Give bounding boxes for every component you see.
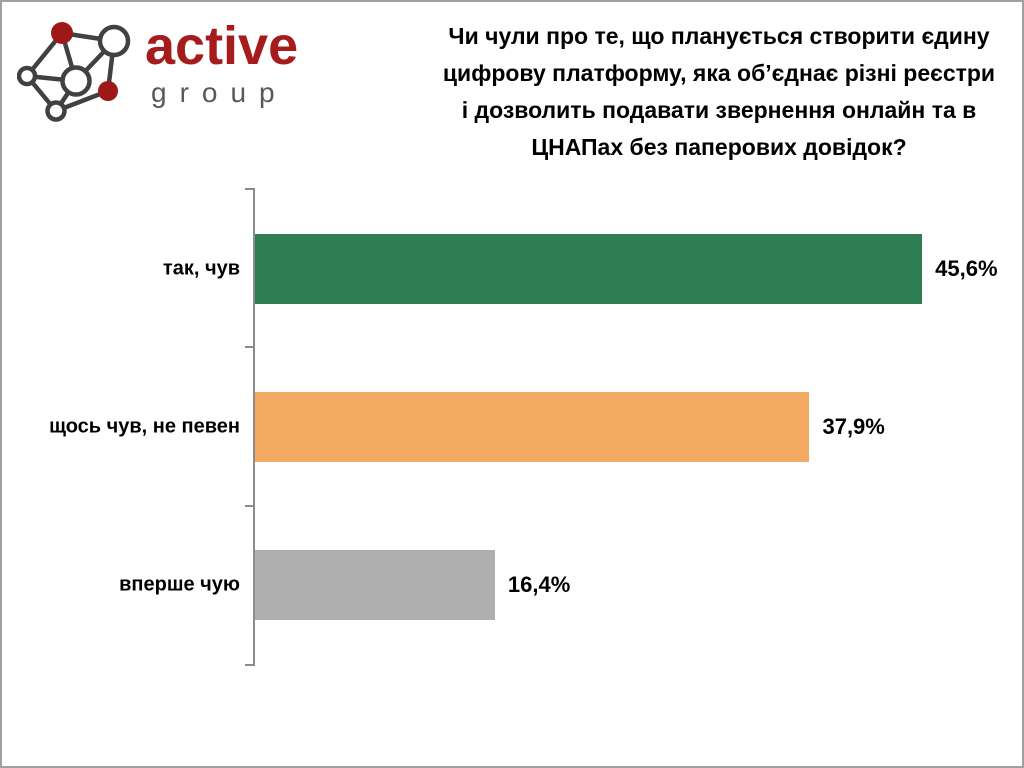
value-label: 16,4% — [507, 572, 571, 597]
chart-title-line-1: Чи чули про те, що планується створити є… — [448, 23, 990, 49]
chart-title-line-2: цифрову платформу, яка об’єднає різні ре… — [442, 60, 996, 86]
chart-title: Чи чули про те, що планується створити є… — [416, 18, 1022, 166]
bar-vpershe-chuiu — [255, 550, 495, 620]
value-label: 45,6% — [935, 256, 998, 281]
logo-wordmark: active group — [145, 18, 325, 108]
axis-tick — [245, 346, 254, 348]
bar-row-shchos-chuv: щось чув, не певен 37,9% — [2, 392, 1022, 462]
category-label: щось чув, не певен — [49, 415, 240, 438]
axis-tick — [245, 664, 254, 666]
bar-row-tak-chuv: так, чув 45,6% — [2, 234, 1022, 304]
logo-sub-text: group — [151, 77, 288, 108]
logo-brand-text: active — [145, 16, 299, 76]
axis-tick — [245, 505, 254, 507]
axis-tick — [245, 188, 254, 190]
y-axis-line — [253, 188, 255, 666]
category-label: так, чув — [162, 257, 240, 280]
chart-title-line-4: ЦНАПах без паперових довідок? — [531, 134, 907, 160]
bar-tak-chuv — [255, 234, 923, 304]
active-group-logo: active group — [15, 10, 335, 135]
category-label: вперше чую — [119, 573, 240, 596]
value-label: 37,9% — [822, 414, 885, 439]
bar-row-vpershe-chuiu: вперше чую 16,4% — [2, 550, 1022, 620]
network-logo-icon — [17, 22, 131, 122]
bar-shchos-chuv — [255, 392, 810, 462]
chart-title-line-3: і дозволить подавати звернення онлайн та… — [461, 97, 977, 123]
